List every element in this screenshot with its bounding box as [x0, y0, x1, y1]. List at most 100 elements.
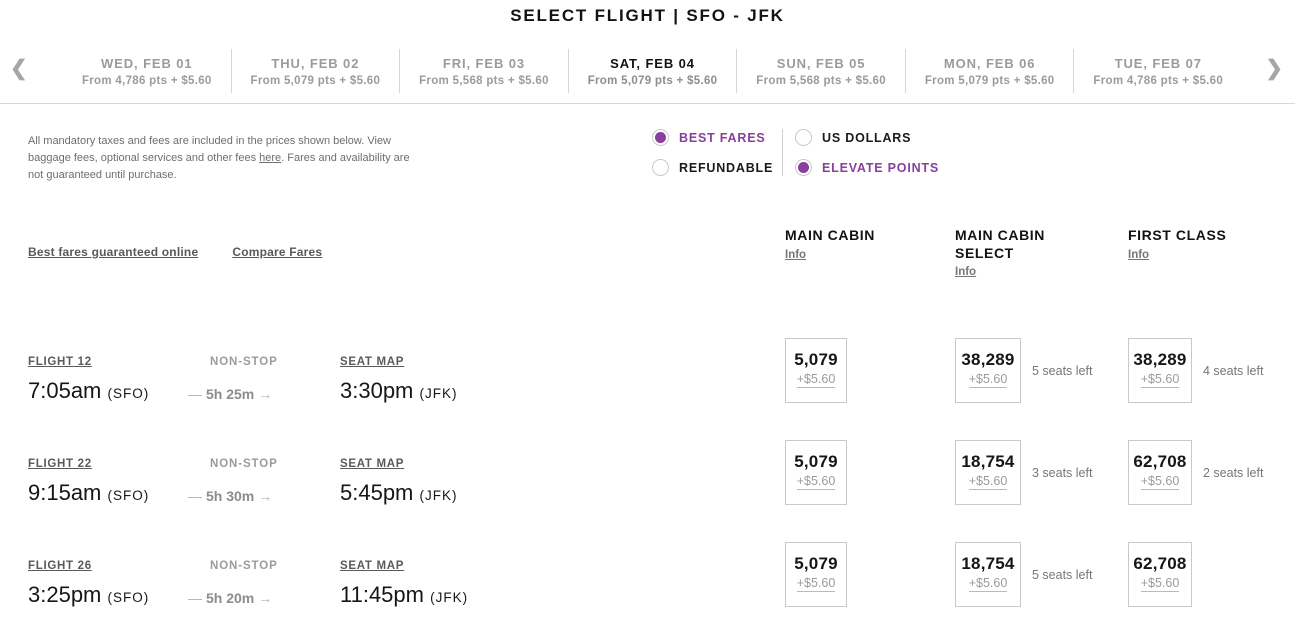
departure-airport: (SFO): [107, 386, 150, 401]
us-dollars-label: US DOLLARS: [822, 130, 912, 145]
arrival-time-value: 3:30pm: [340, 378, 414, 403]
first-class-fare-box[interactable]: 62,708 +$5.60: [1128, 542, 1192, 607]
first-class-fare-box[interactable]: 62,708 +$5.60: [1128, 440, 1192, 505]
stops-label: NON-STOP: [210, 560, 278, 572]
best-fares-guaranteed-link[interactable]: Best fares guaranteed online: [28, 245, 199, 259]
departure-time: 7:05am (SFO): [28, 378, 149, 404]
fare-points: 18,754: [961, 554, 1015, 573]
flight-duration: —5h 25m →: [188, 386, 272, 402]
fare-filter-options: BEST FARES REFUNDABLE US DOLLARS ELEVATE…: [652, 129, 939, 176]
date-label: SUN, FEB 05: [776, 56, 866, 71]
dash-icon: —: [188, 590, 202, 606]
main-cabin-fare-box[interactable]: 5,079 +$5.60: [785, 338, 847, 403]
departure-time-value: 7:05am: [28, 378, 102, 403]
header-divider: [0, 103, 1295, 104]
arrival-time-value: 5:45pm: [340, 480, 414, 505]
disclaimer-text-end: . Fares and availability are not guarant…: [28, 152, 410, 182]
date-from-price: From 5,568 pts + $5.60: [756, 75, 886, 87]
seats-left-label: 4 seats left: [1203, 364, 1264, 378]
flight-duration: —5h 30m →: [188, 488, 272, 504]
duration-value: 5h 20m: [206, 590, 255, 606]
chevron-right-icon[interactable]: ❯: [1265, 57, 1283, 80]
seat-map-link[interactable]: SEAT MAP: [340, 458, 405, 470]
currency-radio-group: US DOLLARS ELEVATE POINTS: [795, 129, 939, 176]
radio-selected-icon[interactable]: [795, 159, 812, 176]
date-tab-sat-feb-04-selected[interactable]: SAT, FEB 04 From 5,079 pts + $5.60: [567, 49, 737, 93]
filter-group-divider: [782, 129, 783, 176]
fare-fee: +$5.60: [968, 372, 1008, 388]
duration-value: 5h 30m: [206, 488, 255, 504]
elevate-points-label: ELEVATE POINTS: [822, 160, 939, 175]
arrival-airport: (JFK): [419, 488, 458, 503]
fare-fee: +$5.60: [796, 576, 836, 592]
best-fares-radio[interactable]: BEST FARES: [652, 129, 778, 146]
arrow-right-icon: →: [258, 488, 273, 504]
first-class-fare-box[interactable]: 38,289 +$5.60: [1128, 338, 1192, 403]
seats-left-label: 3 seats left: [1032, 466, 1093, 480]
date-from-price: From 4,786 pts + $5.60: [1093, 75, 1224, 87]
stops-label: NON-STOP: [210, 458, 278, 470]
seat-map-link[interactable]: SEAT MAP: [340, 356, 405, 368]
fare-fee: +$5.60: [796, 474, 836, 490]
arrival-airport: (JFK): [419, 386, 458, 401]
main-cabin-select-info-link[interactable]: Info: [955, 266, 977, 278]
flight-number-link[interactable]: FLIGHT 26: [28, 560, 92, 572]
main-cabin-select-fare-box[interactable]: 18,754 +$5.60: [955, 542, 1021, 607]
flight-number-link[interactable]: FLIGHT 12: [28, 356, 92, 368]
radio-unselected-icon[interactable]: [795, 129, 812, 146]
dash-icon: —: [188, 488, 202, 504]
disclaimer-text: All mandatory taxes and fees are include…: [28, 135, 392, 165]
date-from-price: From 5,079 pts + $5.60: [250, 75, 381, 87]
main-cabin-info-link[interactable]: Info: [785, 248, 807, 261]
date-from-price: From 4,786 pts + $5.60: [81, 75, 212, 87]
refundable-radio[interactable]: REFUNDABLE: [652, 159, 778, 176]
departure-time: 3:25pm (SFO): [28, 582, 149, 608]
compare-fares-link[interactable]: Compare Fares: [232, 245, 323, 259]
flight-number-link[interactable]: FLIGHT 22: [28, 458, 92, 470]
departure-airport: (SFO): [107, 488, 150, 503]
radio-selected-icon[interactable]: [652, 129, 669, 146]
main-cabin-select-fare-box[interactable]: 38,289 +$5.60: [955, 338, 1021, 403]
departure-airport: (SFO): [107, 590, 150, 605]
date-label: SAT, FEB 04: [610, 56, 695, 71]
us-dollars-radio[interactable]: US DOLLARS: [795, 129, 939, 146]
radio-unselected-icon[interactable]: [652, 159, 669, 176]
refundable-label: REFUNDABLE: [679, 160, 774, 175]
date-tab-sun-feb-05[interactable]: SUN, FEB 05 From 5,568 pts + $5.60: [736, 49, 905, 93]
stops-label: NON-STOP: [210, 356, 278, 368]
date-tab-mon-feb-06[interactable]: MON, FEB 06 From 5,079 pts + $5.60: [904, 49, 1074, 93]
main-cabin-fare-box[interactable]: 5,079 +$5.60: [785, 542, 847, 607]
column-title: MAIN CABIN: [785, 227, 875, 243]
fare-table-links: Best fares guaranteed online Compare Far…: [28, 245, 322, 259]
seats-left-label: 5 seats left: [1032, 364, 1093, 378]
elevate-points-radio[interactable]: ELEVATE POINTS: [795, 159, 939, 176]
best-fares-label: BEST FARES: [679, 130, 766, 145]
fare-points: 5,079: [794, 452, 838, 471]
arrival-airport: (JFK): [430, 590, 469, 605]
chevron-left-icon[interactable]: ❮: [10, 57, 28, 80]
fare-fee: +$5.60: [796, 372, 836, 388]
arrow-right-icon: →: [258, 590, 273, 606]
fare-points: 5,079: [794, 350, 838, 369]
date-tab-thu-feb-02[interactable]: THU, FEB 02 From 5,079 pts + $5.60: [230, 49, 400, 93]
main-cabin-column-header: MAIN CABIN Info: [785, 227, 905, 263]
main-cabin-fare-box[interactable]: 5,079 +$5.60: [785, 440, 847, 505]
first-class-info-link[interactable]: Info: [1128, 248, 1150, 261]
date-label: MON, FEB 06: [943, 56, 1036, 71]
fare-fee: +$5.60: [1140, 372, 1180, 388]
fare-points: 62,708: [1133, 452, 1187, 471]
flight-row: FLIGHT 26 NON-STOP SEAT MAP 3:25pm (SFO)…: [0, 542, 1295, 618]
date-tab-tue-feb-07[interactable]: TUE, FEB 07 From 4,786 pts + $5.60: [1073, 49, 1242, 93]
date-tab-fri-feb-03[interactable]: FRI, FEB 03 From 5,568 pts + $5.60: [399, 49, 568, 93]
fees-here-link[interactable]: here: [259, 152, 282, 165]
seats-left-label: 5 seats left: [1032, 568, 1093, 582]
flight-duration: —5h 20m →: [188, 590, 272, 606]
fare-points: 62,708: [1133, 554, 1187, 573]
main-cabin-select-fare-box[interactable]: 18,754 +$5.60: [955, 440, 1021, 505]
seat-map-link[interactable]: SEAT MAP: [340, 560, 405, 572]
date-from-price: From 5,079 pts + $5.60: [924, 75, 1055, 87]
fare-fee: +$5.60: [968, 474, 1008, 490]
fare-points: 18,754: [961, 452, 1015, 471]
date-tab-wed-feb-01[interactable]: WED, FEB 01 From 4,786 pts + $5.60: [63, 49, 231, 93]
